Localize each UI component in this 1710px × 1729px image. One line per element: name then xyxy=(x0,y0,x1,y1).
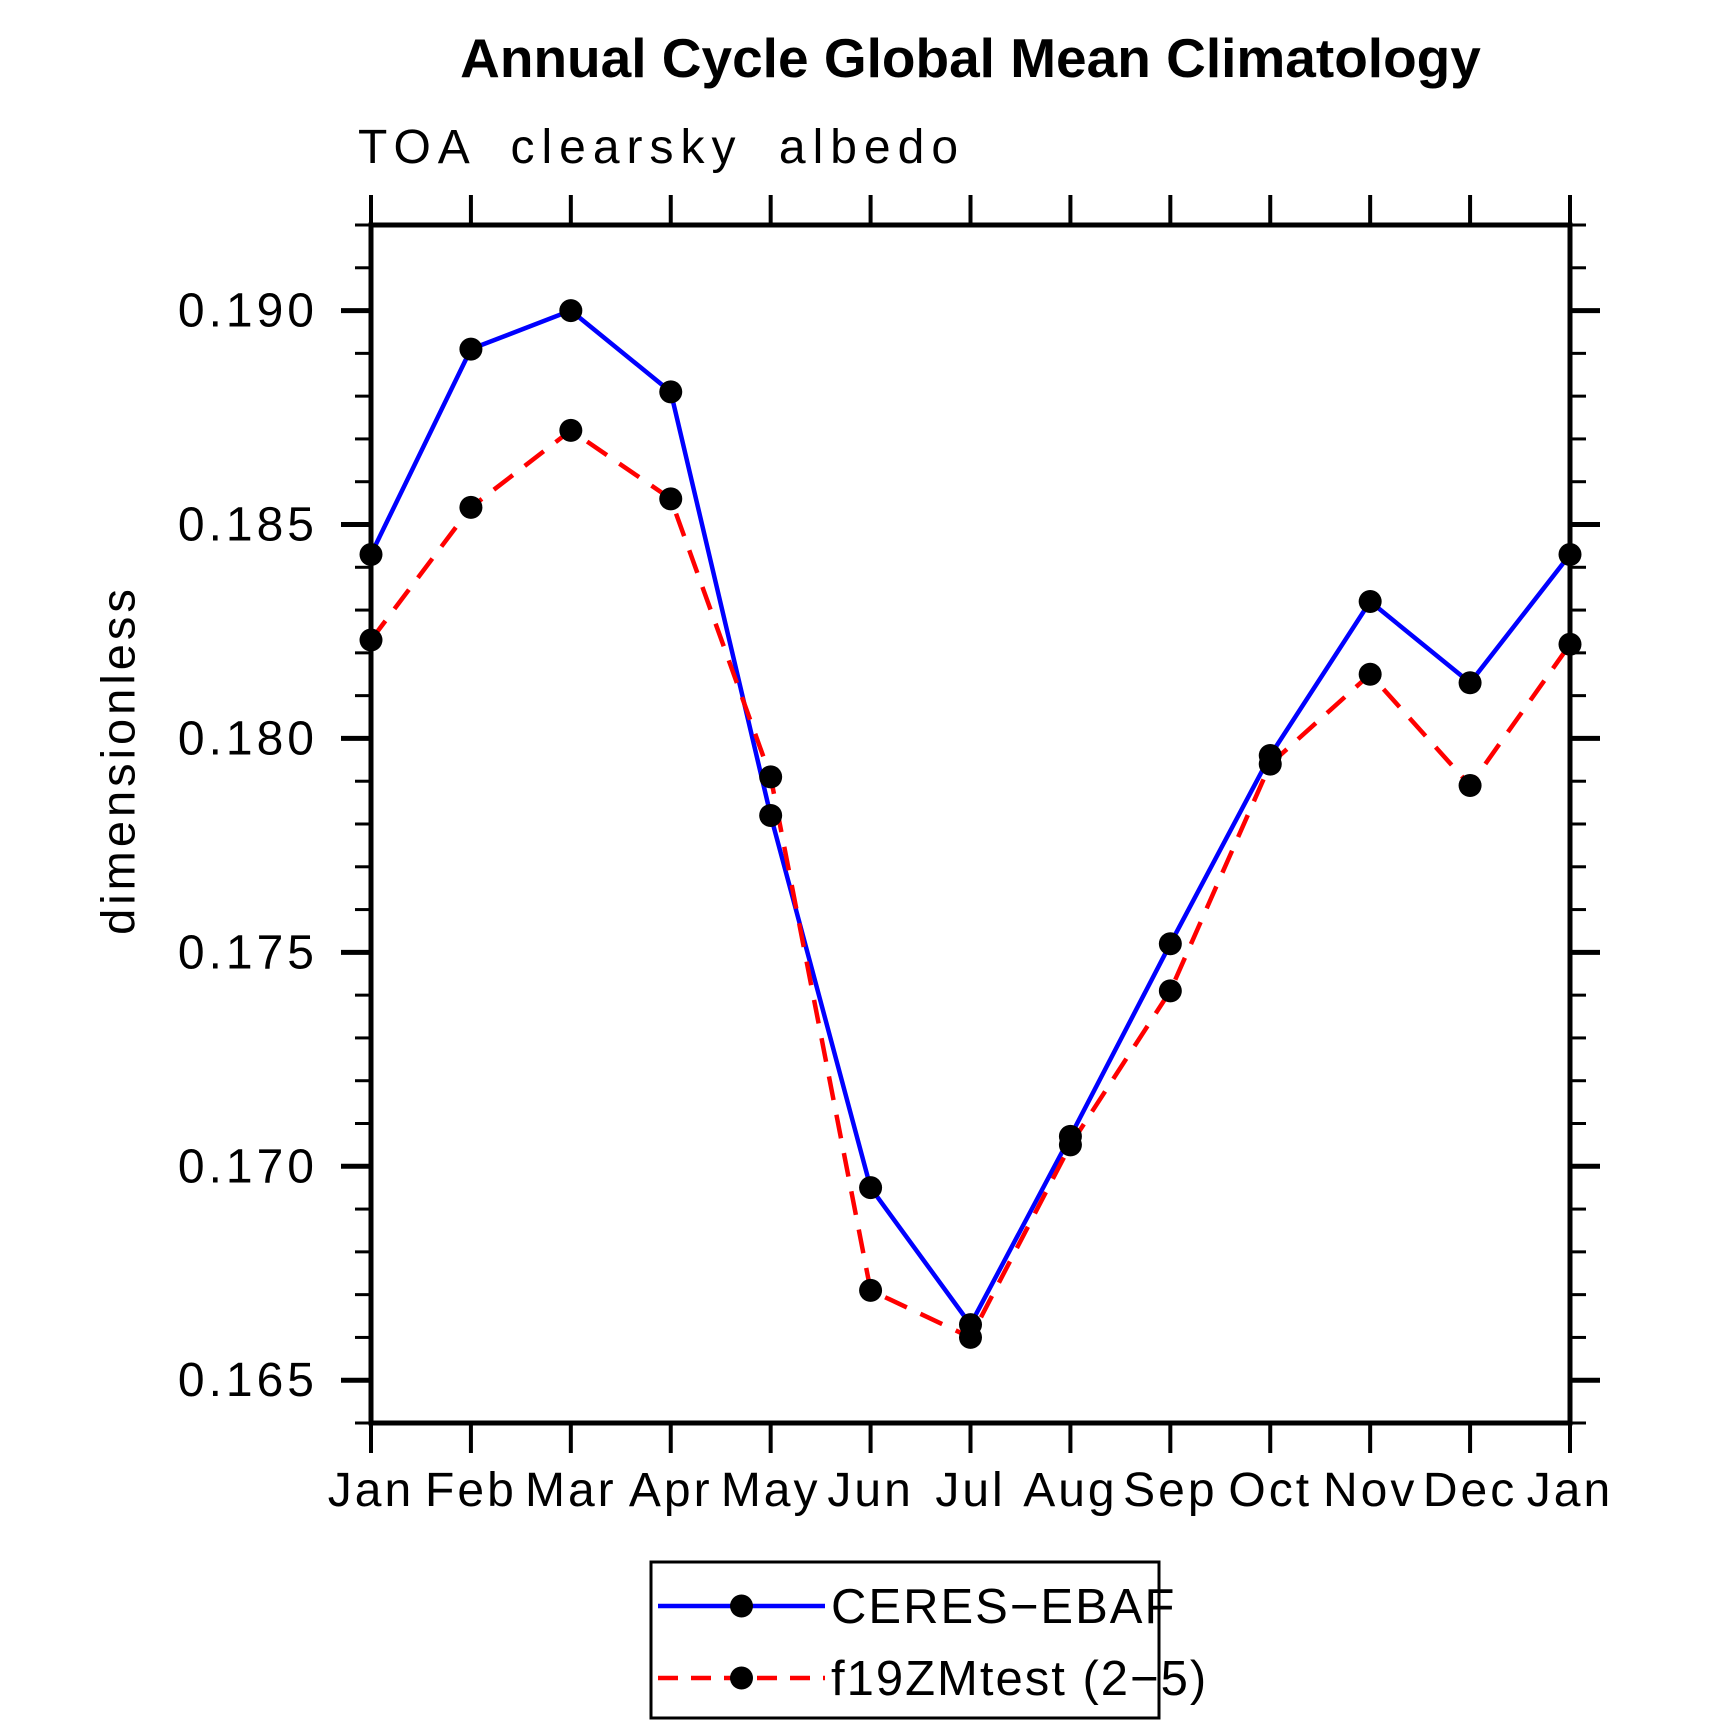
data-point-marker xyxy=(759,765,783,789)
plot-area xyxy=(368,222,1573,1426)
month-label: Jan xyxy=(1527,1464,1613,1517)
series-line-0 xyxy=(368,308,1572,1329)
y-tick-label: 0.185 xyxy=(178,499,318,552)
data-point-marker xyxy=(1458,671,1482,695)
data-point-marker xyxy=(1158,979,1182,1003)
month-label: Jun xyxy=(827,1464,913,1517)
legend: CERES−EBAF f19ZMtest (2−5) xyxy=(649,1560,1208,1720)
data-point-marker xyxy=(459,337,483,361)
data-point-marker xyxy=(1058,1133,1082,1157)
x-axis: Jan Feb Mar Apr May Jun Jul Aug Sep Oct Nov Dec Jan xyxy=(328,195,1613,1517)
data-point-marker xyxy=(1458,773,1482,797)
month-label: Dec xyxy=(1423,1464,1517,1517)
month-label: Jan xyxy=(328,1464,414,1517)
page-title: Annual Cycle Global Mean Climatology xyxy=(460,27,1481,89)
legend-marker xyxy=(730,1666,753,1690)
data-point-marker xyxy=(759,803,783,827)
series-markers-1 xyxy=(359,418,1582,1349)
month-label: Oct xyxy=(1228,1464,1312,1517)
data-point-marker xyxy=(1558,542,1582,566)
plot-axes xyxy=(368,222,1573,1426)
month-label: Nov xyxy=(1323,1464,1417,1517)
legend-marker xyxy=(730,1594,753,1618)
data-point-marker xyxy=(1258,752,1282,776)
data-point-marker xyxy=(1158,932,1182,956)
month-label: Apr xyxy=(629,1464,713,1517)
month-label: Sep xyxy=(1123,1464,1217,1517)
data-point-marker xyxy=(1358,590,1382,614)
data-point-marker xyxy=(859,1176,883,1200)
month-label: Mar xyxy=(525,1464,617,1517)
data-point-marker xyxy=(859,1278,883,1302)
month-label: Feb xyxy=(425,1464,517,1517)
y-tick-label: 0.165 xyxy=(178,1354,318,1407)
series-path xyxy=(369,427,1572,1341)
legend-label: f19ZMtest (2−5) xyxy=(831,1652,1208,1706)
y-tick-label: 0.190 xyxy=(178,285,318,338)
data-point-marker xyxy=(359,628,383,652)
data-point-marker xyxy=(459,495,483,519)
data-point-marker xyxy=(559,299,583,323)
legend-box xyxy=(649,1560,1161,1720)
y-tick-label: 0.175 xyxy=(178,926,318,979)
data-point-marker xyxy=(559,418,583,442)
legend-label: CERES−EBAF xyxy=(831,1580,1176,1634)
series-line-1 xyxy=(369,427,1572,1341)
y-tick-label: 0.170 xyxy=(178,1140,318,1193)
month-label: May xyxy=(721,1464,821,1517)
data-point-marker xyxy=(1358,662,1382,686)
data-point-marker xyxy=(659,380,683,404)
y-axis: 0.165 0.170 0.175 0.180 0.185 0.190 xyxy=(178,223,1600,1425)
y-tick-label: 0.180 xyxy=(178,712,318,765)
month-label: Jul xyxy=(935,1464,1005,1517)
data-point-marker xyxy=(359,542,383,566)
data-point-marker xyxy=(1558,632,1582,656)
data-point-marker xyxy=(659,487,683,511)
chart-subtitle: TOA clearsky albedo xyxy=(358,121,966,174)
data-point-marker xyxy=(959,1325,982,1349)
series-path xyxy=(368,308,1572,1329)
month-label: Aug xyxy=(1023,1464,1117,1517)
